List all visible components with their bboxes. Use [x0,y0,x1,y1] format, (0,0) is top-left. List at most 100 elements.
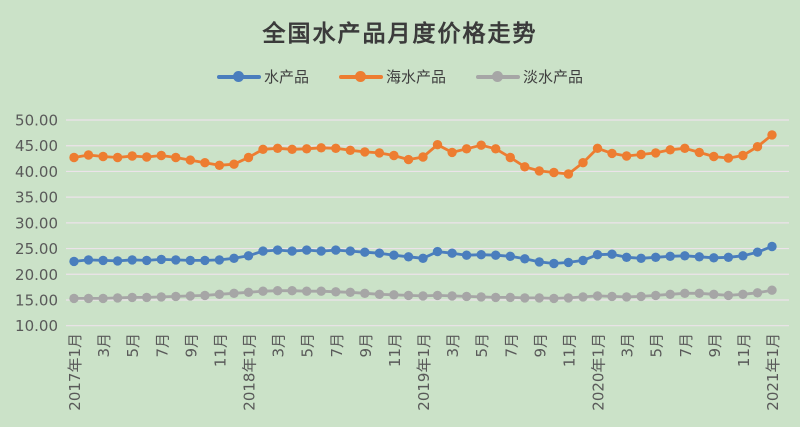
series-0-marker [752,247,763,257]
series-1-marker [491,144,501,154]
x-tick-label: 9月 [357,333,375,358]
series-0-marker [389,250,399,260]
series-2-marker [403,290,414,301]
series-0-marker [491,250,501,260]
series-1-marker [476,140,486,150]
series-2-marker [621,292,632,302]
series-0-marker [374,248,385,258]
series-0-marker [360,247,370,257]
series-0-marker [142,255,152,266]
series-2-marker [185,291,195,301]
x-tick-label: 5月 [648,333,666,358]
series-0-marker [69,256,79,267]
x-tick-label: 5月 [299,333,317,358]
x-tick-label: 3月 [444,333,462,358]
series-2-marker [171,291,181,302]
series-0-marker [520,254,530,264]
series-1-marker [185,155,195,165]
series-0-marker [112,256,123,266]
series-1-marker [767,130,777,140]
series-1-marker [287,144,297,154]
series-0-marker [534,257,544,267]
series-1-marker [302,144,312,154]
series-0-marker [302,245,312,255]
series-0-marker [476,250,486,260]
series-0-marker [171,255,181,265]
series-2-marker [563,293,574,303]
series-0-marker [127,255,137,265]
series-1-marker [316,143,326,153]
series-0-marker [331,245,341,255]
series-1-marker [69,152,79,163]
y-tick-label: 40.00 [15,163,58,181]
series-2-marker [680,288,690,298]
y-tick-label: 25.00 [15,240,58,258]
y-tick-label: 15.00 [15,291,58,309]
series-1-marker [200,158,210,168]
series-2-marker [694,288,704,298]
series-0-marker [185,255,195,266]
series-2-marker [432,290,443,301]
series-1-marker [621,151,632,161]
series-2-marker [287,286,297,296]
chart-title: 全国水产品月度价格走势 [262,20,538,47]
x-tick-label: 3月 [95,333,113,358]
series-1-marker [738,150,748,161]
series-1-marker [272,143,283,153]
x-tick-label: 5月 [473,333,491,358]
series-1-marker [578,158,588,168]
series-2-marker [767,285,777,295]
series-2-marker [520,293,530,303]
series-2-marker [142,292,152,303]
x-tick-label: 2021年1月 [764,333,782,411]
x-tick-label: 7月 [153,333,171,358]
series-2-marker [156,292,166,302]
series-0-marker [694,252,704,262]
x-tick-label: 2020年1月 [590,333,608,411]
series-1-marker [752,142,763,152]
series-2-marker [243,287,254,297]
y-tick-label: 35.00 [15,189,58,207]
series-2-marker [258,286,268,296]
series-0-marker [665,251,675,261]
series-1-marker [549,167,559,178]
series-1-marker [389,150,399,161]
series-1-marker [243,152,254,163]
series-1-marker [418,152,428,162]
series-0-marker [636,253,646,263]
series-2-marker [389,290,399,300]
series-2-marker [752,288,763,298]
series-1-marker [331,143,341,153]
y-tick-label: 50.00 [15,112,58,130]
series-1-marker [534,166,544,176]
series-2-marker [578,292,588,302]
series-0-marker [549,258,559,269]
series-0-marker [447,248,457,258]
series-0-marker [621,252,632,262]
x-tick-label: 3月 [619,333,637,358]
series-1-marker [432,140,443,150]
series-0-marker [272,245,283,255]
series-2-marker [360,288,370,298]
series-2-marker [345,287,355,297]
series-0-marker [418,253,428,263]
legend-line-dot-icon [338,71,383,82]
x-tick-label: 2017年1月 [66,333,84,411]
series-2-marker [83,293,94,304]
series-0-marker [156,254,166,265]
y-tick-label: 20.00 [15,266,58,284]
series-0-marker [316,246,326,256]
legend-label: 海水产品 [385,68,446,86]
series-2-marker [636,291,646,302]
series-2-marker [418,291,428,301]
series-0-marker [345,246,355,256]
series-1-marker [156,150,166,161]
legend-label: 淡水产品 [523,68,584,86]
x-tick-label: 9月 [706,333,724,358]
series-1-marker [171,152,181,163]
series-0-marker [403,252,414,262]
legend-item-seawater-products: 海水产品 [338,66,446,87]
series-1-marker [723,153,734,163]
series-1-marker [520,162,530,172]
